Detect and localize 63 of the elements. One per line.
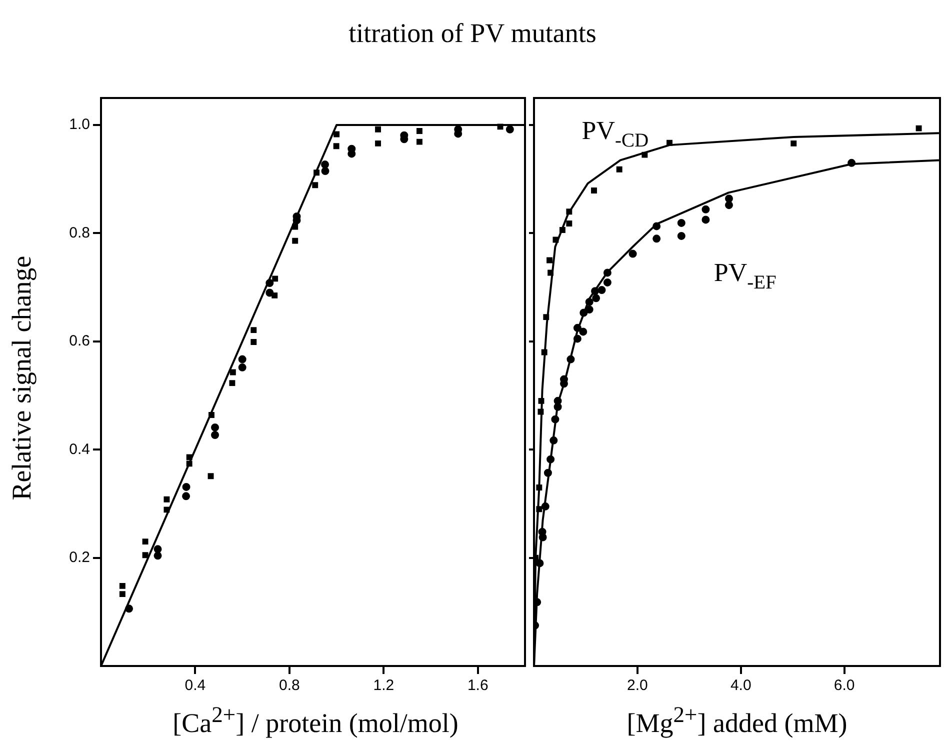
point (724, 194, 733, 203)
point (238, 363, 246, 372)
point (702, 216, 710, 224)
point (292, 238, 298, 244)
point (154, 545, 162, 554)
point (333, 143, 340, 150)
point (250, 327, 257, 334)
point (566, 220, 572, 226)
x-tick-label: 1.6 (467, 677, 488, 694)
point (416, 128, 422, 134)
y-tick-label: 0.6 (69, 332, 90, 350)
x-tick-label: 1.2 (373, 677, 394, 694)
point (164, 496, 170, 502)
point (229, 380, 236, 386)
point (182, 482, 190, 491)
point (598, 286, 606, 294)
point (312, 182, 318, 188)
x-axis-title: [Mg$^{2+}$] added (mM) (626, 702, 848, 739)
point (238, 355, 246, 364)
y-tick-label: 1.0 (69, 116, 90, 134)
point (334, 131, 340, 138)
point (119, 591, 126, 598)
point (592, 294, 600, 302)
point (211, 423, 220, 432)
point (916, 125, 922, 132)
point (579, 328, 588, 336)
point (546, 257, 552, 264)
x-tick-label: 0.4 (184, 677, 206, 694)
point (272, 292, 278, 298)
y-tick-label: 0.8 (69, 224, 90, 242)
x-tick-label: 6.0 (834, 677, 855, 694)
point (677, 218, 686, 227)
point (591, 188, 597, 194)
chart-title: titration of PV mutants (348, 18, 598, 49)
y-tick-label: 0.4 (69, 440, 90, 458)
y-tick-label: 0.2 (69, 548, 90, 566)
point (416, 138, 422, 145)
point (628, 250, 637, 258)
point (211, 431, 220, 440)
point (702, 205, 710, 214)
point (724, 201, 733, 210)
x-tick-label: 4.0 (730, 677, 752, 694)
point (182, 492, 190, 500)
x-tick-label: 0.8 (279, 677, 300, 694)
y-axis-title: Relative signal change (6, 256, 38, 500)
point (603, 278, 612, 286)
point (142, 538, 148, 545)
point (677, 232, 686, 240)
point (375, 126, 381, 132)
point (506, 125, 514, 134)
point (321, 160, 330, 169)
point (208, 473, 214, 480)
point (119, 582, 126, 589)
point (230, 369, 236, 376)
point (652, 234, 661, 243)
point (790, 140, 797, 146)
point (375, 140, 381, 146)
point (272, 276, 278, 282)
point (142, 552, 148, 558)
point (250, 338, 257, 345)
x-axis-title: [Ca$^{2+}$] / protein (mol/mol) (172, 702, 460, 739)
point (616, 166, 622, 172)
x-tick-label: 2.0 (627, 677, 648, 694)
